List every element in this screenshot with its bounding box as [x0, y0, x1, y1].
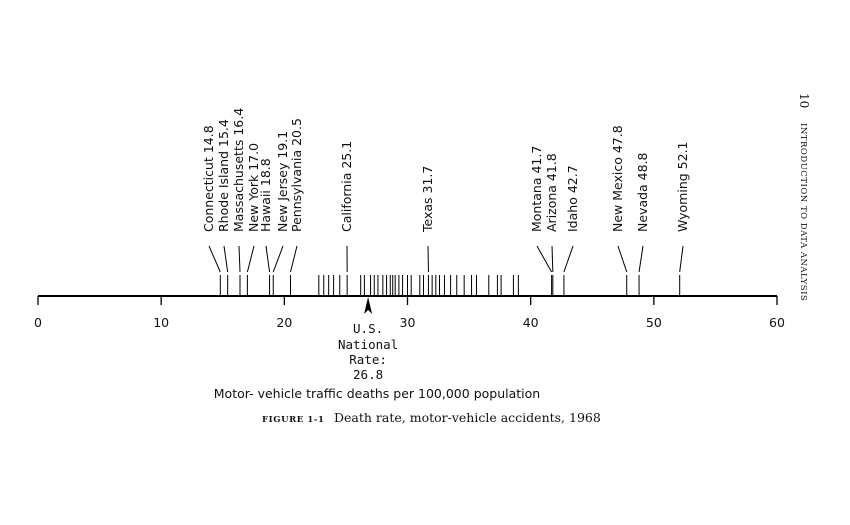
national-rate-arrow-icon: [364, 297, 373, 314]
leader-connecticut: [208, 245, 221, 273]
figure-caption: FIGURE 1-1 Death rate, motor-vehicle acc…: [262, 410, 601, 425]
figure-caption-text: Death rate, motor-vehicle accidents, 196…: [334, 410, 601, 425]
running-title: INTRODUCTION TO DATA ANALYSIS: [798, 123, 808, 301]
state-label-new-york: New York 17.0: [246, 143, 261, 232]
leader-massachusetts: [238, 245, 241, 273]
x-tick-label-20: 20: [276, 315, 292, 330]
figure-caption-label: FIGURE 1-1: [262, 415, 325, 425]
state-label-montana: Montana 41.7: [529, 146, 544, 232]
x-tick-label-0: 0: [34, 315, 42, 330]
national-rate-label-line-4: 26.8: [353, 367, 383, 382]
x-tick-label-60: 60: [769, 315, 785, 330]
leader-nevada: [638, 245, 644, 273]
data-marks: [219, 275, 681, 296]
x-tick-label-50: 50: [646, 315, 662, 330]
state-label-new-mexico: New Mexico 47.8: [610, 125, 625, 232]
leader-wyoming: [679, 245, 684, 273]
leader-idaho: [563, 245, 574, 273]
state-label-arizona: Arizona 41.8: [544, 153, 559, 232]
leader-hawaii: [265, 245, 271, 273]
x-axis-title: Motor- vehicle traffic deaths per 100,00…: [214, 386, 540, 401]
state-label-new-jersey: New Jersey 19.1: [275, 131, 290, 232]
national-rate-label-line-2: National: [338, 337, 398, 352]
leader-rhode-island: [223, 245, 229, 273]
national-rate-label-line-1: U.S.: [353, 321, 383, 336]
state-label-california: California 25.1: [339, 141, 354, 232]
state-label-nevada: Nevada 48.8: [635, 152, 650, 232]
leader-new-york: [246, 245, 255, 273]
state-label-hawaii: Hawaii 18.8: [258, 158, 273, 232]
national-rate-marker: U.S. National Rate: 26.8: [338, 297, 398, 382]
leader-montana: [536, 245, 553, 273]
state-label-wyoming: Wyoming 52.1: [675, 142, 690, 233]
leader-new-jersey: [272, 245, 284, 273]
leader-arizona: [551, 245, 554, 273]
leader-pennsylvania: [290, 245, 298, 273]
state-label-idaho: Idaho 42.7: [565, 165, 580, 232]
label-leaders: [208, 245, 684, 273]
running-head: 10 INTRODUCTION TO DATA ANALYSIS: [797, 93, 811, 301]
state-label-texas: Texas 31.7: [420, 166, 435, 233]
state-label-pennsylvania: Pennsylvania 20.5: [289, 118, 304, 232]
state-labels: Connecticut 14.8 Rhode Island 15.4 Massach…: [201, 108, 690, 233]
page-number: 10: [797, 93, 811, 108]
x-axis-ticks: 0 10 20 30 40 50 60: [34, 296, 785, 330]
x-tick-label-30: 30: [400, 315, 416, 330]
leader-new-mexico: [617, 245, 628, 273]
state-label-connecticut: Connecticut 14.8: [201, 125, 216, 232]
state-label-massachusetts: Massachusetts 16.4: [231, 108, 246, 232]
national-rate-label-line-3: Rate:: [349, 352, 387, 367]
state-label-rhode-island: Rhode Island 15.4: [216, 119, 231, 232]
x-tick-label-40: 40: [523, 315, 539, 330]
x-tick-label-10: 10: [153, 315, 169, 330]
